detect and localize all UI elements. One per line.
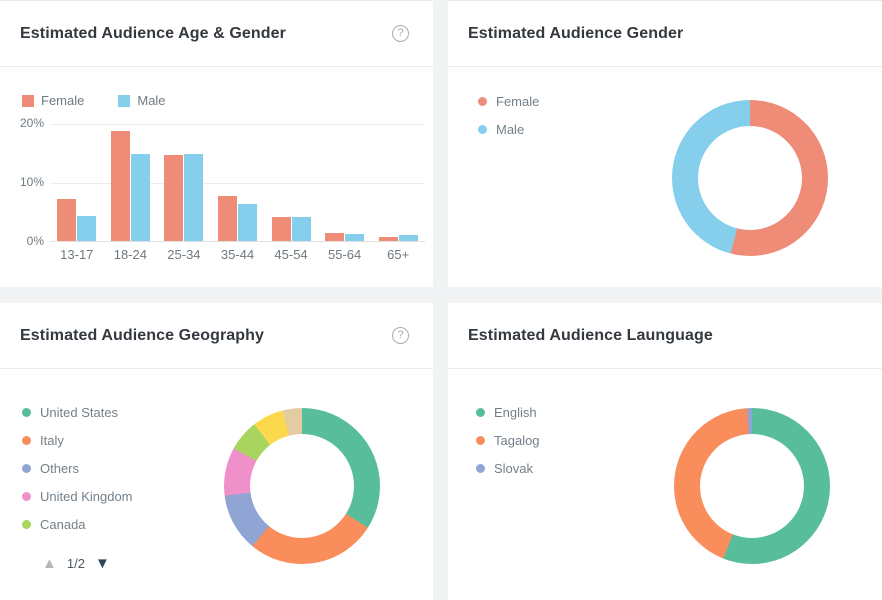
- legend-label: United Kingdom: [40, 489, 133, 504]
- language-chart: English Tagalog Slovak: [448, 369, 882, 600]
- age-gender-panel-title: Estimated Audience Age & Gender: [20, 24, 286, 42]
- legend-dot: [478, 125, 487, 134]
- legend-label: Male: [496, 122, 525, 137]
- bar-female-35-44: [217, 196, 237, 241]
- bar-group-25-34: [157, 125, 211, 241]
- geography-donut-chart: [224, 408, 380, 564]
- age-gender-panel-header: Estimated Audience Age & Gender ?: [0, 1, 433, 67]
- legend-item-canada[interactable]: Canada: [22, 517, 133, 532]
- legend-label: Canada: [40, 517, 86, 532]
- legend-label: Male: [137, 93, 166, 108]
- help-icon[interactable]: ?: [392, 327, 409, 344]
- legend-dot: [22, 520, 31, 529]
- y-axis-tick: 20%: [19, 116, 44, 130]
- bar-plot-area: [50, 124, 425, 242]
- legend-item-female[interactable]: Female: [478, 94, 539, 109]
- bar-female-13-17: [57, 199, 77, 241]
- x-axis-label: 65+: [387, 247, 410, 262]
- legend-item-female[interactable]: Female: [22, 93, 84, 108]
- language-donut-chart: [674, 408, 830, 564]
- legend-dot: [22, 492, 31, 501]
- legend-pagination: ▲ 1/2 ▼: [42, 555, 110, 572]
- help-icon[interactable]: ?: [392, 25, 409, 42]
- bar-male-18-24: [130, 154, 150, 241]
- legend-label: Female: [496, 94, 540, 109]
- bar-male-45-54: [291, 216, 311, 241]
- bar-male-55-64: [345, 233, 365, 241]
- bar-male-35-44: [237, 204, 257, 241]
- bar-chart-legend: Female Male: [22, 93, 166, 108]
- bar-group-13-17: [50, 125, 104, 241]
- gender-panel-title: Estimated Audience Gender: [468, 24, 684, 42]
- y-axis-tick: 0%: [26, 234, 44, 248]
- legend-swatch: [118, 94, 131, 107]
- x-axis-label: 45-54: [274, 247, 308, 262]
- language-panel-header: Estimated Audience Launguage: [448, 303, 882, 369]
- legend-item-united-kingdom[interactable]: United Kingdom: [22, 489, 133, 504]
- bar-group-65+: [371, 125, 425, 241]
- geography-legend: United States Italy Others United Kingdom Ca…: [22, 405, 133, 532]
- bar-group-55-64: [318, 125, 372, 241]
- gender-chart: Female Male: [448, 67, 882, 287]
- bar-group-18-24: [104, 125, 158, 241]
- legend-dot: [476, 408, 485, 417]
- language-panel: Estimated Audience Launguage English Taga…: [448, 303, 882, 600]
- x-axis-label: 55-64: [327, 247, 362, 262]
- legend-item-italy[interactable]: Italy: [22, 433, 133, 448]
- legend-item-united-states[interactable]: United States: [22, 405, 133, 420]
- gender-legend: Female Male: [478, 94, 539, 137]
- geography-panel: Estimated Audience Geography ? United St…: [0, 303, 433, 600]
- bar-female-18-24: [110, 131, 130, 241]
- bar-male-65+: [398, 235, 418, 241]
- legend-swatch: [22, 94, 34, 107]
- legend-label: Italy: [40, 433, 64, 448]
- bar-female-55-64: [325, 232, 345, 241]
- x-axis-label: 18-24: [113, 247, 147, 262]
- gender-panel-header: Estimated Audience Gender: [448, 1, 882, 67]
- bar-female-65+: [378, 236, 398, 241]
- y-axis-tick: 10%: [19, 175, 44, 189]
- legend-dot: [478, 97, 487, 106]
- bar-male-25-34: [184, 154, 204, 241]
- age-gender-panel: Estimated Audience Age & Gender ? Female…: [0, 0, 433, 287]
- legend-label: Others: [40, 461, 80, 476]
- gridline: [50, 183, 425, 184]
- geography-panel-header: Estimated Audience Geography ?: [0, 303, 433, 369]
- language-panel-title: Estimated Audience Launguage: [468, 326, 713, 344]
- legend-item-male[interactable]: Male: [118, 93, 166, 108]
- x-axis-label: 35-44: [220, 247, 255, 262]
- bar-group-45-54: [264, 125, 318, 241]
- legend-page-up-icon[interactable]: ▲: [42, 555, 57, 572]
- legend-dot: [476, 436, 485, 445]
- age-gender-chart: Female Male 20% 10% 0% 13-17 18-24 25-34 35-…: [0, 67, 433, 287]
- legend-dot: [22, 436, 31, 445]
- legend-label: English: [494, 405, 537, 420]
- legend-page-down-icon[interactable]: ▼: [94, 555, 110, 572]
- legend-item-english[interactable]: English: [476, 405, 540, 420]
- legend-item-male[interactable]: Male: [478, 122, 539, 137]
- bar-group-35-44: [211, 125, 265, 241]
- bar-female-45-54: [271, 216, 291, 241]
- language-legend: English Tagalog Slovak: [476, 405, 540, 476]
- legend-label: Slovak: [494, 461, 534, 476]
- x-axis-label: 13-17: [60, 247, 94, 262]
- geography-chart: United States Italy Others United Kingdom Ca…: [0, 369, 433, 600]
- legend-label: Female: [41, 93, 85, 108]
- x-axis-label: 25-34: [167, 247, 201, 262]
- legend-item-tagalog[interactable]: Tagalog: [476, 433, 540, 448]
- gender-donut-chart: [672, 100, 828, 256]
- legend-label: Tagalog: [494, 433, 540, 448]
- legend-dot: [22, 464, 31, 473]
- legend-page-indicator: 1/2: [66, 556, 85, 571]
- legend-item-slovak[interactable]: Slovak: [476, 461, 540, 476]
- x-axis-labels: 13-17 18-24 25-34 35-44 45-54 55-64 65+: [50, 247, 425, 262]
- legend-dot: [22, 408, 31, 417]
- legend-dot: [476, 464, 485, 473]
- geography-panel-title: Estimated Audience Geography: [20, 326, 265, 344]
- gender-panel: Estimated Audience Gender Female Male: [448, 0, 882, 287]
- bar-male-13-17: [77, 215, 97, 241]
- bar-female-25-34: [164, 154, 184, 241]
- legend-item-others[interactable]: Others: [22, 461, 133, 476]
- legend-label: United States: [40, 405, 119, 420]
